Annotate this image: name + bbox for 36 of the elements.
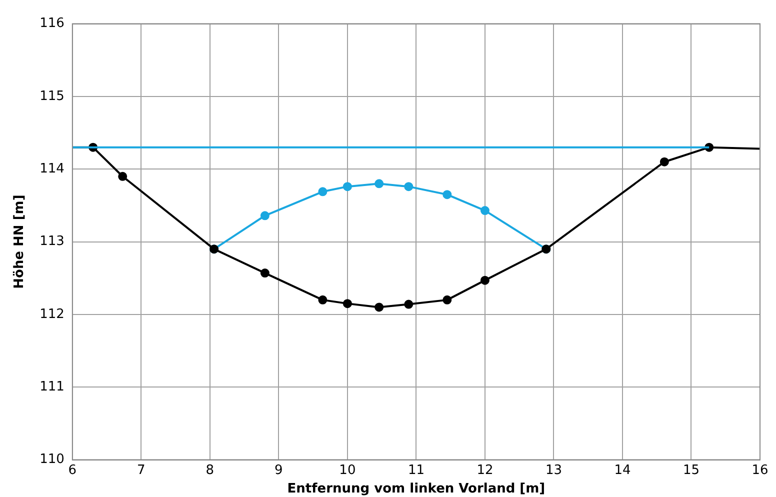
x-tick-label: 6 [68,462,77,478]
point [404,182,414,192]
y-tick-label: 116 [40,16,64,32]
y-axis-title: Höhe HN [m] [12,194,28,289]
point [318,187,328,196]
point [342,182,352,192]
x-tick-label: 13 [545,462,562,478]
x-tick-label: 8 [206,462,214,478]
y-tick-label: 110 [40,452,64,468]
point [374,302,384,312]
x-tick-label: 15 [682,462,700,478]
y-tick-label: 114 [40,162,64,177]
point [260,268,270,278]
point [118,172,128,181]
point [480,206,490,216]
point [342,299,352,308]
x-tick-label: 7 [137,462,146,478]
x-tick-label: 12 [476,462,494,478]
x-tick-label: 14 [614,462,631,478]
y-tick-label: 111 [40,380,64,395]
y-tick-label: 115 [40,88,64,104]
point [442,190,452,200]
point [260,211,270,220]
point [374,179,384,188]
x-tick-label: 10 [339,462,356,478]
point [318,295,328,304]
y-tick-label: 113 [40,234,64,250]
point [480,276,490,285]
x-tick-label: 16 [752,462,768,478]
point [660,157,669,166]
x-tick-label: 9 [274,462,283,478]
point [442,295,452,304]
point [404,300,414,309]
x-axis-title: Entfernung vom linken Vorland [m] [287,482,546,497]
x-tick-label: 11 [408,462,424,478]
y-tick-label: 112 [40,306,64,322]
